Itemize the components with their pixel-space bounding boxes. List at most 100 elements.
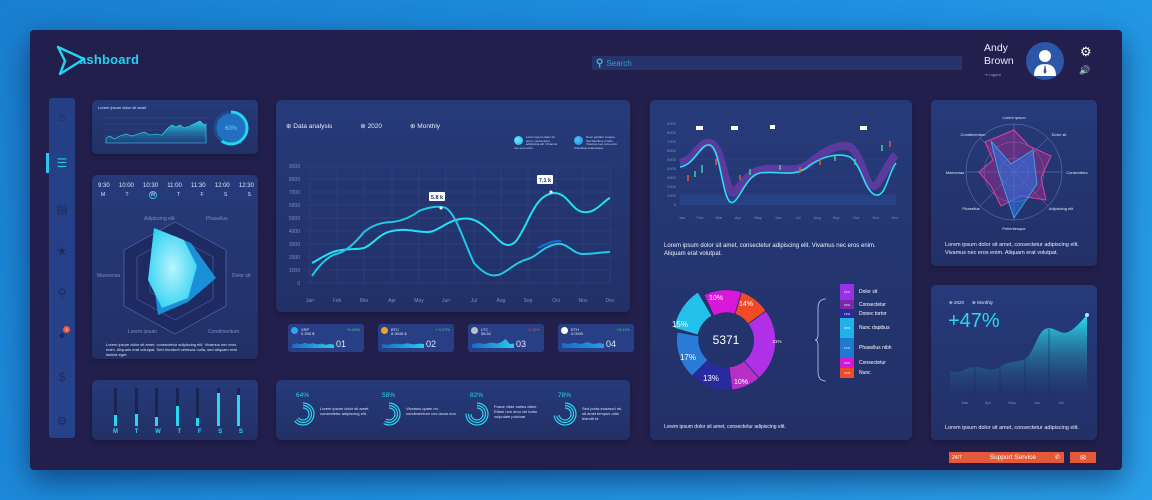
svg-text:8000: 8000 xyxy=(289,177,300,183)
bar-chart-icon: ▤ xyxy=(56,202,68,216)
search-icon: ⚲ xyxy=(57,286,67,300)
bar-t2 xyxy=(175,388,179,426)
settings-gear-icon[interactable]: ⚙ xyxy=(1080,44,1092,59)
svg-text:Jun: Jun xyxy=(442,298,450,304)
donut-legend-item: 14% Nunc xyxy=(840,368,892,378)
sparkline xyxy=(472,339,514,348)
svg-text:Maecenas: Maecenas xyxy=(946,170,964,175)
legend-brace xyxy=(814,298,827,382)
phone-icon: ✆ xyxy=(1054,455,1060,461)
day-s[interactable]: S xyxy=(223,192,228,198)
svg-text:Nov: Nov xyxy=(872,215,879,220)
svg-text:Condimentum: Condimentum xyxy=(961,132,987,137)
user-last-name: Brown xyxy=(984,55,1014,67)
gear-icon: ⚙ xyxy=(56,414,68,428)
svg-text:14%: 14% xyxy=(739,301,753,308)
support-service-button[interactable]: 24/7 Support Service ✆ xyxy=(949,452,1064,463)
svg-text:May: May xyxy=(414,298,424,304)
day-f[interactable]: F xyxy=(200,192,204,198)
filter-period[interactable]: ⊕ Monthly xyxy=(972,300,993,305)
svg-text:Maecenas: Maecenas xyxy=(97,273,121,279)
day-t[interactable]: T xyxy=(125,192,129,198)
svg-text:Condimentum: Condimentum xyxy=(208,329,239,335)
svg-text:1000: 1000 xyxy=(667,193,677,198)
filter-year[interactable]: ⊕ 2020 xyxy=(360,123,383,130)
svg-text:Jun: Jun xyxy=(1034,400,1040,405)
sidebar-item-home[interactable]: ⌂ xyxy=(49,104,75,130)
sidebar: ⌂ ☰ ▤ ★ ⚲ ● 3 $ ⚙ xyxy=(46,98,75,438)
svg-text:Jun: Jun xyxy=(775,215,781,220)
day-row: M T W T F S S xyxy=(101,191,251,199)
volume-icon[interactable]: 🔊 xyxy=(1079,65,1091,75)
svg-text:Apr: Apr xyxy=(985,400,992,405)
day-m[interactable]: M xyxy=(101,192,106,198)
line-chart-panel: ⊕ Data analysis ⊕ 2020 ⊕ Monthly Lorem i… xyxy=(276,100,630,312)
crypto-card-xrp[interactable]: XRP 0.256 $ +0.46% 01 xyxy=(288,324,364,352)
day-w-selected[interactable]: W xyxy=(148,191,157,199)
svg-text:4000: 4000 xyxy=(289,229,300,235)
svg-text:6000: 6000 xyxy=(667,148,677,153)
svg-text:Apr: Apr xyxy=(735,215,742,220)
donut-legend: 21% Dolor sit 10% Consectetur 13% Donec tor… xyxy=(840,284,892,378)
support-hours: 24/7 xyxy=(952,454,962,461)
sparkline xyxy=(292,342,334,348)
legend-dot-2 xyxy=(574,136,583,145)
sidebar-item-favorites[interactable]: ★ xyxy=(49,238,75,264)
bar-s xyxy=(216,388,220,426)
spider-radar-chart: Lorem ipsum Dolor sit Consectetur Adipis… xyxy=(946,115,1089,231)
svg-text:8000: 8000 xyxy=(667,130,677,135)
sidebar-item-settings[interactable]: ⚙ xyxy=(49,408,75,434)
crypto-card-ltc[interactable]: LTC 58.52 -0.12% 03 xyxy=(468,324,544,352)
svg-text:Oct: Oct xyxy=(853,215,860,220)
filter-period[interactable]: ⊕ Monthly xyxy=(410,123,441,130)
legend-item-1: Lorem ipsum dolor sit amet, consectetur … xyxy=(514,135,558,150)
mini-area-chart xyxy=(104,117,208,144)
donut-legend-item: 10% Consectetur xyxy=(840,300,892,309)
svg-text:3000: 3000 xyxy=(289,242,300,248)
ring-chart-82 xyxy=(465,402,489,426)
line-chart: 9000 8000 7000 6000 5000 4000 3000 2000 1000 0 Ja… xyxy=(289,164,615,304)
growth-filters: ⊕ 2020 ⊕ Monthly xyxy=(949,300,993,306)
day-s2[interactable]: S xyxy=(247,192,251,198)
search-bar[interactable]: ⚲ xyxy=(592,56,962,70)
logo-triangle-icon xyxy=(56,45,86,76)
svg-text:Apr: Apr xyxy=(388,298,396,304)
svg-text:Dolor sit: Dolor sit xyxy=(232,273,251,279)
svg-text:Nov: Nov xyxy=(579,298,588,304)
sidebar-item-search[interactable]: ⚲ xyxy=(49,280,75,306)
growth-value: +47% xyxy=(948,310,1000,332)
svg-text:Jan: Jan xyxy=(306,298,314,304)
sidebar-item-statistics[interactable]: ▤ xyxy=(49,196,75,222)
sidebar-item-dashboard[interactable]: ☰ xyxy=(49,150,75,176)
svg-text:Dec: Dec xyxy=(891,215,898,220)
mail-button[interactable]: ✉ xyxy=(1070,452,1096,463)
ripple-icon xyxy=(291,327,298,334)
user-first-name: Andy xyxy=(984,42,1008,54)
filter-year[interactable]: ⊕ 2020 xyxy=(949,300,965,305)
avatar[interactable] xyxy=(1026,42,1064,80)
svg-text:Feb: Feb xyxy=(333,298,342,304)
bar-t xyxy=(134,388,138,426)
sidebar-item-messages[interactable]: ● 3 xyxy=(49,322,75,348)
crypto-card-btc[interactable]: BTC 8.3548 $ + 0.37% 02 xyxy=(378,324,454,352)
filter-data-analysis[interactable]: ⊕ Data analysis xyxy=(286,123,333,130)
crypto-card-eth[interactable]: ETH 0.0000 +6.11% 04 xyxy=(558,324,634,352)
ring-chart-58 xyxy=(377,402,401,426)
app-logo: ashboard xyxy=(54,44,164,78)
user-info: Andy Brown ⇥ Logout xyxy=(984,42,1014,77)
spider-caption: Lorem ipsum dolor sit amet, consectetur … xyxy=(945,242,1079,256)
search-input[interactable] xyxy=(606,58,907,68)
svg-text:7.1 k: 7.1 k xyxy=(539,178,552,184)
logout-link[interactable]: ⇥ Logout xyxy=(984,72,1001,77)
day-t2[interactable]: T xyxy=(177,192,181,198)
bitcoin-icon xyxy=(381,327,388,334)
dollar-icon: $ xyxy=(58,370,66,384)
sidebar-item-finance[interactable]: $ xyxy=(49,364,75,390)
ring-item-1: 64% Lorem ipsum dolor sit amet, consecte… xyxy=(290,392,376,432)
mini-area-panel: Lorem ipsum dolor sit amet 60% xyxy=(92,100,258,154)
sparkline xyxy=(382,343,424,348)
svg-text:5.8 k: 5.8 k xyxy=(431,195,444,201)
svg-text:Jul: Jul xyxy=(471,298,477,304)
svg-text:21%: 21% xyxy=(772,339,781,344)
